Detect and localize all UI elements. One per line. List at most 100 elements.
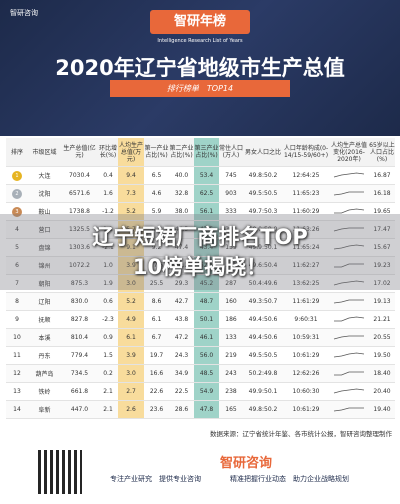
table-cell: 沈阳 bbox=[28, 184, 61, 203]
table-cell: 186 bbox=[219, 310, 243, 329]
sparkline bbox=[333, 299, 364, 303]
table-cell: 54.9 bbox=[194, 382, 219, 401]
table-cell: 铁岭 bbox=[28, 382, 61, 401]
table-cell: 11:60:29 bbox=[283, 202, 329, 221]
table-cell: 13:62:25 bbox=[283, 274, 329, 293]
table-cell: 50.4:49.6 bbox=[243, 274, 283, 293]
footer-brand: 智研咨询 bbox=[220, 456, 273, 471]
table-cell: 661.8 bbox=[61, 382, 98, 401]
table-cell: 17.6 bbox=[144, 256, 169, 275]
sparkline-cell bbox=[329, 238, 369, 257]
table-cell: 2 bbox=[6, 184, 28, 203]
table-cell: 3.0 bbox=[118, 364, 144, 383]
table-cell: 47.5 bbox=[194, 220, 219, 239]
rank-medal: 2 bbox=[12, 188, 22, 199]
header: 智研咨询 智研年榜 Intelligence Research List of … bbox=[0, 0, 400, 136]
table-cell: 32.8 bbox=[169, 184, 194, 203]
table-cell: 46.1 bbox=[194, 328, 219, 347]
table-cell: 0.2 bbox=[98, 364, 118, 383]
table-cell: 49.5:50.5 bbox=[243, 346, 283, 365]
table-cell: 10:60:30 bbox=[283, 382, 329, 401]
title: 2020年辽宁省地级市生产总值 bbox=[55, 56, 345, 80]
table-cell: 营口 bbox=[28, 220, 61, 239]
table-cell: 18.40 bbox=[369, 364, 395, 383]
column-header: 65岁以上人口占比(%) bbox=[369, 138, 395, 167]
table-cell: 0.6 bbox=[98, 292, 118, 311]
sparkline-path bbox=[333, 244, 365, 249]
column-header: 第三产业占比(%) bbox=[194, 138, 219, 167]
sparkline bbox=[334, 316, 365, 321]
table-cell: 333 bbox=[219, 202, 243, 221]
table-cell: 13 bbox=[6, 382, 28, 401]
table-cell: 8.0 bbox=[144, 220, 169, 239]
table-cell: 49.5:50.5 bbox=[243, 184, 283, 203]
sparkline-cell bbox=[329, 220, 369, 239]
table-cell: 1.9 bbox=[98, 274, 118, 293]
table-cell: 6.1 bbox=[118, 328, 144, 347]
table-cell: 779.4 bbox=[61, 346, 98, 365]
table-cell: 24.3 bbox=[169, 346, 194, 365]
table-cell: 5.2 bbox=[118, 202, 144, 221]
overlay-line: 10榜单揭晓！ bbox=[132, 255, 268, 279]
table-cell: 49.6:50.4 bbox=[243, 256, 283, 275]
table-cell: 49.7:50.3 bbox=[243, 202, 283, 221]
table-cell: 大连 bbox=[28, 166, 61, 185]
table-cell: 56.0 bbox=[194, 346, 219, 365]
table-cell: 49.9:50.1 bbox=[243, 238, 283, 257]
table-cell: 8 bbox=[6, 292, 28, 311]
table-cell: 50.1 bbox=[194, 310, 219, 329]
sparkline-path bbox=[333, 280, 365, 285]
sparkline-cell bbox=[329, 364, 369, 383]
table-cell: 25.5 bbox=[144, 274, 169, 293]
sparkline-cell bbox=[329, 382, 369, 401]
table-cell: 11 bbox=[6, 346, 28, 365]
table-cell: 1.1 bbox=[98, 220, 118, 239]
sparkline-path bbox=[333, 191, 364, 195]
sparkline-path bbox=[333, 407, 364, 411]
qr-code bbox=[38, 450, 82, 494]
table-cell: 6 bbox=[6, 256, 28, 275]
table-cell: 62.5 bbox=[194, 184, 219, 203]
table-cell: 鞍山 bbox=[28, 202, 61, 221]
table-cell: 160 bbox=[219, 292, 243, 311]
table-cell: 219 bbox=[219, 346, 243, 365]
brand: 智研咨询 bbox=[10, 9, 38, 17]
sparkline-cell bbox=[329, 328, 369, 347]
table-row: 9 抚顺 827.8 -2.3 4.9 6.1 43.8 50.1 186 49.4:50.6 9:… bbox=[6, 310, 395, 329]
table-cell: 11:61:29 bbox=[283, 292, 329, 311]
table-cell: 6.7 bbox=[144, 328, 169, 347]
table-cell: 165 bbox=[219, 400, 243, 419]
table-cell: 12:62:26 bbox=[283, 364, 329, 383]
sparkline-cell bbox=[329, 400, 369, 419]
rank-medal: 1 bbox=[12, 170, 22, 181]
sparkline-path bbox=[334, 263, 364, 267]
sparkline bbox=[333, 280, 365, 285]
table-cell: 53.4 bbox=[194, 166, 219, 185]
header-row: 排序 市级区域 生产总值(亿元) 环比增长(%) 人均生产总值(万元) 第一产业占比(%)… bbox=[6, 138, 395, 167]
table-cell: 903 bbox=[219, 184, 243, 203]
table-cell: 16.6 bbox=[144, 364, 169, 383]
overlay-line: 辽宁短裙厂商排名TOP bbox=[92, 225, 308, 249]
table-cell: 5.2 bbox=[118, 292, 144, 311]
table-cell: 56.1 bbox=[194, 202, 219, 221]
sparkline bbox=[333, 227, 364, 231]
table-cell: 49.4:50.6 bbox=[243, 310, 283, 329]
sparkline-cell bbox=[329, 202, 369, 221]
table-row: 4 营口 1325.5 1.1 5.7 8.0 44.5 47.5 233 50.0:50.0 11… bbox=[6, 220, 395, 239]
table-cell: 2.1 bbox=[98, 382, 118, 401]
table-cell: 48.5 bbox=[194, 364, 219, 383]
table-cell: 9:60:31 bbox=[283, 310, 329, 329]
table-cell: 19.23 bbox=[369, 256, 395, 275]
table-row: 14 阜新 447.0 2.1 2.6 23.6 28.6 47.8 165 49.8:50.2 1… bbox=[6, 400, 395, 419]
table-cell: 44.5 bbox=[169, 220, 194, 239]
table-row: 3 鞍山 1738.8 -1.2 5.2 5.9 38.0 56.1 333 49.7:50.3 1… bbox=[6, 202, 395, 221]
table-cell: 42.7 bbox=[169, 292, 194, 311]
table-cell: 11:65:24 bbox=[283, 238, 329, 257]
table-row: 2 沈阳 6571.6 1.6 7.3 4.6 32.8 62.5 903 49.5:50.5 11… bbox=[6, 184, 395, 203]
table-cell: 2.7 bbox=[118, 382, 144, 401]
column-header: 排序 bbox=[6, 138, 28, 167]
table-cell: 43.4 bbox=[194, 238, 219, 257]
badge-subtitle: Intelligence Research List of Years bbox=[157, 38, 243, 44]
table-cell: 12:64:25 bbox=[283, 166, 329, 185]
table-cell: 5.9 bbox=[144, 202, 169, 221]
